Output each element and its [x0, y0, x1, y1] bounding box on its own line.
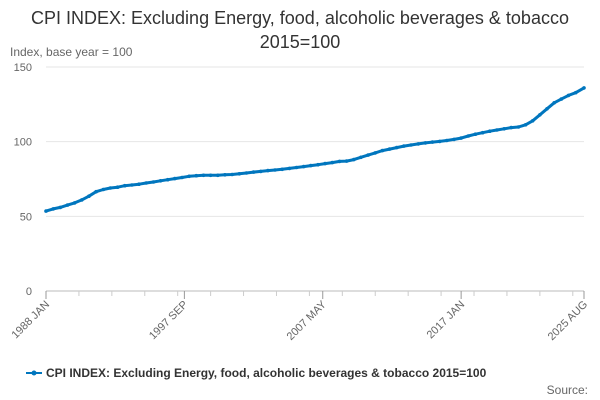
data-point: [266, 168, 270, 173]
series-line: [44, 86, 586, 213]
data-point: [495, 128, 499, 132]
data-point: [430, 140, 435, 144]
data-point: [373, 151, 378, 155]
x-tick-label: 1988 JAN: [9, 299, 52, 342]
data-point: [387, 147, 392, 151]
data-point: [51, 207, 55, 211]
data-point: [287, 166, 292, 171]
data-point: [273, 168, 277, 172]
data-point: [44, 209, 48, 213]
data-point: [323, 161, 327, 166]
data-point: [122, 183, 127, 188]
source-label: Source:: [546, 383, 588, 397]
data-point: [280, 167, 285, 172]
data-point: [452, 137, 456, 142]
data-point: [523, 123, 528, 127]
data-point: [559, 97, 564, 101]
data-point: [237, 172, 242, 176]
data-point: [230, 172, 234, 177]
data-point: [244, 171, 249, 175]
data-point: [216, 173, 220, 178]
data-point: [402, 144, 406, 148]
data-point: [516, 125, 521, 129]
data-point: [58, 205, 63, 210]
data-point: [80, 198, 84, 202]
data-point: [65, 203, 70, 207]
data-point: [180, 175, 184, 180]
data-point: [316, 162, 320, 167]
data-point: [223, 173, 227, 177]
data-point: [201, 173, 206, 178]
y-tick-label: 150: [14, 62, 32, 74]
data-point: [158, 179, 163, 183]
data-point: [294, 165, 299, 170]
data-point: [101, 187, 106, 192]
data-point: [416, 142, 421, 146]
data-point: [87, 194, 91, 198]
data-point: [530, 119, 535, 123]
data-point: [115, 185, 120, 189]
data-point: [473, 132, 478, 136]
data-point: [173, 176, 177, 181]
data-point: [380, 148, 385, 153]
data-point: [309, 163, 313, 168]
data-point: [445, 138, 449, 143]
legend[interactable]: CPI INDEX: Excluding Energy, food, alcoh…: [26, 366, 486, 380]
y-tick-label: 50: [20, 211, 32, 223]
data-point: [552, 101, 556, 105]
data-point: [437, 139, 442, 144]
y-axis-label: Index, base year = 100: [10, 45, 133, 59]
data-point: [72, 201, 77, 205]
data-point: [258, 169, 263, 174]
data-point: [480, 130, 485, 135]
data-point: [330, 160, 335, 165]
x-tick-label: 1997 SEP: [147, 299, 191, 343]
data-point: [94, 189, 98, 194]
data-point: [137, 182, 141, 186]
data-point: [165, 177, 170, 182]
data-point: [459, 136, 463, 140]
data-point: [502, 127, 506, 131]
y-tick-label: 100: [14, 137, 32, 149]
data-point: [337, 159, 342, 164]
data-point: [394, 145, 399, 150]
data-point: [509, 125, 513, 130]
data-point: [251, 170, 256, 174]
x-tick-label: 2025 AUG: [546, 299, 590, 343]
data-point: [187, 174, 191, 179]
data-point: [359, 155, 363, 160]
data-point: [423, 141, 428, 145]
y-tick-label: 0: [26, 286, 32, 298]
chart-title: CPI INDEX: Excluding Energy, food, alcoh…: [31, 8, 569, 52]
data-point: [466, 134, 471, 138]
legend-line-marker-icon: [26, 370, 42, 376]
x-tick-label: 2007 MAY: [285, 298, 330, 343]
data-point: [194, 173, 199, 178]
data-point: [582, 86, 586, 90]
data-point: [108, 186, 113, 190]
data-point: [409, 143, 413, 147]
data-point: [301, 164, 306, 169]
data-point: [538, 113, 542, 117]
data-point: [130, 183, 134, 187]
data-point: [151, 180, 156, 184]
data-point: [488, 129, 492, 133]
data-point: [352, 157, 356, 162]
x-tick-label: 2017 JAN: [425, 299, 468, 342]
data-point: [366, 153, 370, 157]
data-point: [545, 107, 549, 111]
data-point: [208, 173, 213, 178]
data-point: [566, 93, 571, 98]
data-point: [144, 181, 148, 185]
data-point: [344, 159, 349, 163]
legend-label: CPI INDEX: Excluding Energy, food, alcoh…: [46, 366, 487, 380]
data-point: [573, 90, 578, 95]
